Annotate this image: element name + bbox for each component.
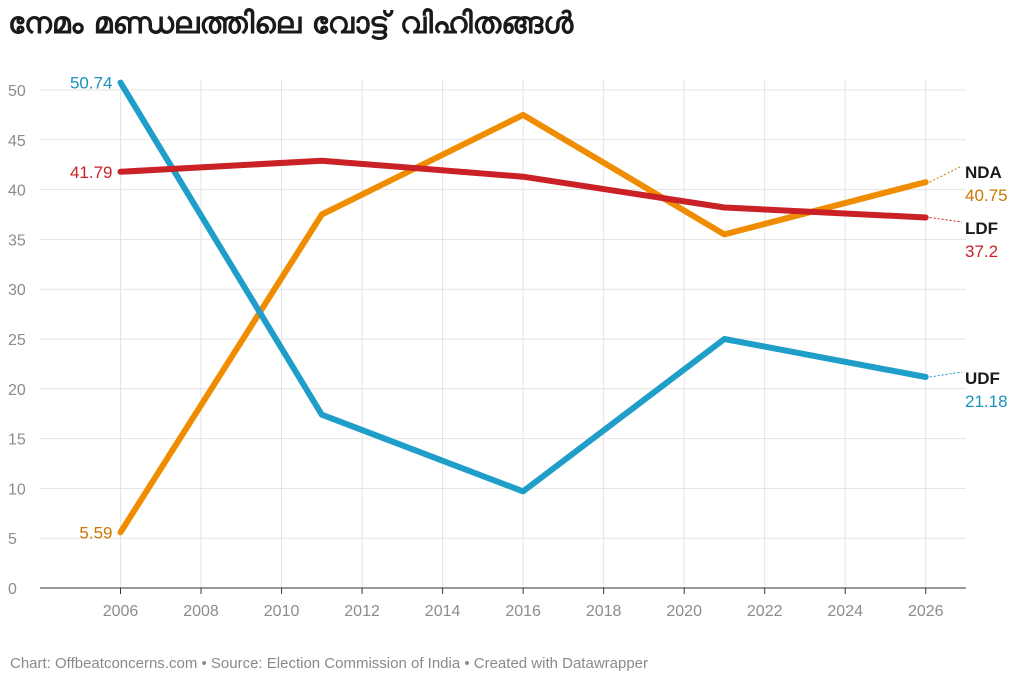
- y-tick-label: 35: [8, 232, 26, 249]
- start-label-ldf: 41.79: [70, 163, 113, 182]
- label-leader-udf: [929, 371, 963, 378]
- chart-title: നേമം മണ്ഡലത്തിലെ വോട്ട് വിഹിതങ്ങൾ: [8, 6, 574, 41]
- x-tick-label: 2014: [425, 603, 461, 620]
- end-value-label-udf: 21.18: [965, 392, 1008, 411]
- start-label-nda: 5.59: [79, 523, 112, 542]
- end-value-label-nda: 40.75: [965, 186, 1008, 205]
- x-tick-label: 2012: [344, 603, 380, 620]
- y-tick-label: 15: [8, 432, 26, 449]
- x-tick-label: 2020: [666, 603, 702, 620]
- y-tick-label: 30: [8, 282, 26, 299]
- line-chart: 0 5 10 15 20 25 30 35 40 45 50 2006 2008 2010 2012 2014…: [8, 74, 1008, 620]
- series-lines: [117, 79, 929, 536]
- x-tick-label: 2008: [183, 603, 219, 620]
- y-tick-label: 20: [8, 382, 26, 399]
- y-tick-label: 10: [8, 481, 26, 498]
- chart-footer: Chart: Offbeatconcerns.com • Source: Ele…: [10, 655, 649, 672]
- series-name-label-nda: NDA: [965, 163, 1002, 182]
- series-line-nda: [117, 111, 929, 536]
- y-tick-label: 50: [8, 83, 26, 100]
- end-value-label-ldf: 37.2: [965, 242, 998, 261]
- x-tick-label: 2026: [908, 603, 944, 620]
- label-leader-nda: [929, 165, 963, 183]
- axes: 0 5 10 15 20 25 30 35 40 45 50 2006 2008 2010 2012 2014…: [8, 83, 966, 620]
- y-tick-label: 25: [8, 332, 26, 349]
- x-tick-label: 2024: [827, 603, 863, 620]
- x-tick-label: 2006: [103, 603, 139, 620]
- label-leader-ldf: [929, 216, 963, 223]
- series-name-label-ldf: LDF: [965, 219, 998, 238]
- y-tick-label: 5: [8, 531, 17, 548]
- grid: [40, 80, 966, 588]
- series-line-udf: [117, 79, 929, 495]
- x-tick-label: 2010: [264, 603, 300, 620]
- y-tick-label: 40: [8, 183, 26, 200]
- x-tick-label: 2022: [747, 603, 783, 620]
- y-tick-label: 45: [8, 133, 26, 150]
- y-tick-label: 0: [8, 581, 17, 598]
- series-line-ldf: [117, 157, 929, 221]
- x-tick-label: 2016: [505, 603, 541, 620]
- series-labels: 50.74 UDF 21.18 41.79 LDF 37.2 5.59 NDA 40.75: [70, 74, 1008, 543]
- series-name-label-udf: UDF: [965, 369, 1000, 388]
- start-label-udf: 50.74: [70, 74, 113, 93]
- x-tick-label: 2018: [586, 603, 622, 620]
